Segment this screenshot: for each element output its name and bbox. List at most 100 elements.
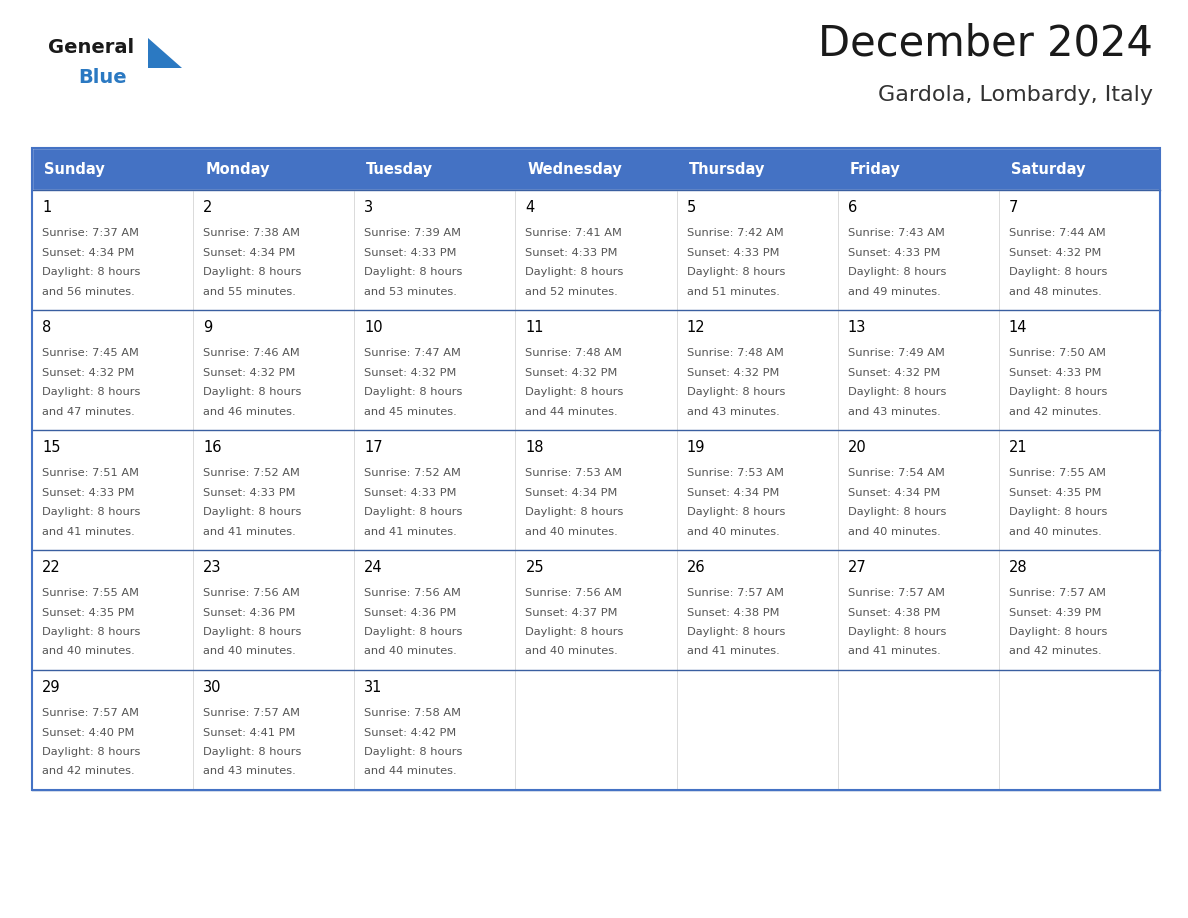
Text: 23: 23: [203, 560, 222, 575]
Text: Daylight: 8 hours: Daylight: 8 hours: [203, 267, 302, 277]
Text: Daylight: 8 hours: Daylight: 8 hours: [1009, 267, 1107, 277]
Text: Sunrise: 7:45 AM: Sunrise: 7:45 AM: [42, 348, 139, 358]
Bar: [194, 190, 354, 310]
Bar: [194, 670, 354, 790]
Bar: [999, 190, 1159, 310]
Text: and 42 minutes.: and 42 minutes.: [1009, 407, 1101, 417]
Text: Daylight: 8 hours: Daylight: 8 hours: [42, 267, 140, 277]
Text: 12: 12: [687, 320, 706, 335]
Text: and 41 minutes.: and 41 minutes.: [848, 646, 941, 656]
Text: Daylight: 8 hours: Daylight: 8 hours: [1009, 387, 1107, 397]
Text: 1: 1: [42, 200, 51, 215]
Bar: [999, 148, 1159, 190]
Text: Thursday: Thursday: [689, 162, 765, 176]
Text: and 45 minutes.: and 45 minutes.: [365, 407, 457, 417]
Text: Sunset: 4:33 PM: Sunset: 4:33 PM: [365, 487, 456, 498]
Text: Daylight: 8 hours: Daylight: 8 hours: [42, 387, 140, 397]
Text: Sunset: 4:34 PM: Sunset: 4:34 PM: [848, 487, 940, 498]
Bar: [516, 310, 677, 430]
Text: Sunset: 4:37 PM: Sunset: 4:37 PM: [525, 608, 618, 618]
Text: and 41 minutes.: and 41 minutes.: [42, 527, 134, 536]
Text: General: General: [48, 38, 134, 57]
Bar: [32, 550, 194, 670]
Text: Sunset: 4:39 PM: Sunset: 4:39 PM: [1009, 608, 1101, 618]
Bar: [32, 148, 194, 190]
Text: Daylight: 8 hours: Daylight: 8 hours: [525, 267, 624, 277]
Text: 29: 29: [42, 680, 61, 695]
Text: Sunrise: 7:42 AM: Sunrise: 7:42 AM: [687, 228, 783, 238]
Bar: [32, 148, 1159, 190]
Text: and 49 minutes.: and 49 minutes.: [848, 286, 941, 297]
Text: Daylight: 8 hours: Daylight: 8 hours: [848, 267, 946, 277]
Text: Sunset: 4:33 PM: Sunset: 4:33 PM: [848, 248, 940, 258]
Text: Sunday: Sunday: [44, 162, 105, 176]
Text: Wednesday: Wednesday: [527, 162, 623, 176]
Text: Daylight: 8 hours: Daylight: 8 hours: [848, 387, 946, 397]
Bar: [194, 148, 354, 190]
Text: Sunset: 4:33 PM: Sunset: 4:33 PM: [687, 248, 779, 258]
Text: and 40 minutes.: and 40 minutes.: [525, 527, 618, 536]
Text: Friday: Friday: [849, 162, 901, 176]
Text: and 41 minutes.: and 41 minutes.: [365, 527, 457, 536]
Text: Sunrise: 7:57 AM: Sunrise: 7:57 AM: [203, 708, 301, 718]
Text: and 40 minutes.: and 40 minutes.: [848, 527, 941, 536]
Text: Sunrise: 7:44 AM: Sunrise: 7:44 AM: [1009, 228, 1106, 238]
Bar: [516, 430, 677, 550]
Text: Daylight: 8 hours: Daylight: 8 hours: [525, 627, 624, 637]
Text: and 46 minutes.: and 46 minutes.: [203, 407, 296, 417]
Text: Sunrise: 7:53 AM: Sunrise: 7:53 AM: [687, 468, 784, 478]
Bar: [354, 310, 516, 430]
Text: Monday: Monday: [206, 162, 270, 176]
Text: 15: 15: [42, 440, 61, 455]
Text: 16: 16: [203, 440, 222, 455]
Text: Sunrise: 7:52 AM: Sunrise: 7:52 AM: [365, 468, 461, 478]
Text: and 48 minutes.: and 48 minutes.: [1009, 286, 1101, 297]
Text: and 52 minutes.: and 52 minutes.: [525, 286, 618, 297]
Bar: [677, 550, 838, 670]
Text: 2: 2: [203, 200, 213, 215]
Text: Daylight: 8 hours: Daylight: 8 hours: [42, 627, 140, 637]
Bar: [354, 190, 516, 310]
Text: Sunrise: 7:57 AM: Sunrise: 7:57 AM: [687, 588, 784, 598]
Text: Sunset: 4:38 PM: Sunset: 4:38 PM: [848, 608, 940, 618]
Text: and 43 minutes.: and 43 minutes.: [687, 407, 779, 417]
Text: 30: 30: [203, 680, 222, 695]
Text: 10: 10: [365, 320, 383, 335]
Bar: [677, 670, 838, 790]
Bar: [516, 190, 677, 310]
Text: Sunrise: 7:38 AM: Sunrise: 7:38 AM: [203, 228, 301, 238]
Bar: [194, 550, 354, 670]
Text: Sunset: 4:32 PM: Sunset: 4:32 PM: [203, 367, 296, 377]
Text: Daylight: 8 hours: Daylight: 8 hours: [1009, 627, 1107, 637]
Text: Sunset: 4:32 PM: Sunset: 4:32 PM: [525, 367, 618, 377]
Bar: [32, 148, 1159, 790]
Text: and 40 minutes.: and 40 minutes.: [203, 646, 296, 656]
Bar: [838, 430, 999, 550]
Text: and 41 minutes.: and 41 minutes.: [687, 646, 779, 656]
Text: Tuesday: Tuesday: [366, 162, 434, 176]
Text: Daylight: 8 hours: Daylight: 8 hours: [203, 627, 302, 637]
Bar: [516, 148, 677, 190]
Text: and 44 minutes.: and 44 minutes.: [365, 767, 457, 777]
Text: 13: 13: [848, 320, 866, 335]
Text: Sunset: 4:34 PM: Sunset: 4:34 PM: [525, 487, 618, 498]
Text: Daylight: 8 hours: Daylight: 8 hours: [203, 747, 302, 757]
Bar: [999, 310, 1159, 430]
Text: and 40 minutes.: and 40 minutes.: [687, 527, 779, 536]
Text: 31: 31: [365, 680, 383, 695]
Text: 20: 20: [848, 440, 866, 455]
Text: Daylight: 8 hours: Daylight: 8 hours: [687, 387, 785, 397]
Bar: [354, 430, 516, 550]
Text: Daylight: 8 hours: Daylight: 8 hours: [365, 507, 462, 517]
Text: 27: 27: [848, 560, 866, 575]
Text: 22: 22: [42, 560, 61, 575]
Bar: [516, 550, 677, 670]
Text: Sunrise: 7:50 AM: Sunrise: 7:50 AM: [1009, 348, 1106, 358]
Text: 7: 7: [1009, 200, 1018, 215]
Bar: [677, 190, 838, 310]
Text: and 41 minutes.: and 41 minutes.: [203, 527, 296, 536]
Text: Daylight: 8 hours: Daylight: 8 hours: [687, 267, 785, 277]
Text: and 51 minutes.: and 51 minutes.: [687, 286, 779, 297]
Text: and 47 minutes.: and 47 minutes.: [42, 407, 134, 417]
Text: Sunrise: 7:53 AM: Sunrise: 7:53 AM: [525, 468, 623, 478]
